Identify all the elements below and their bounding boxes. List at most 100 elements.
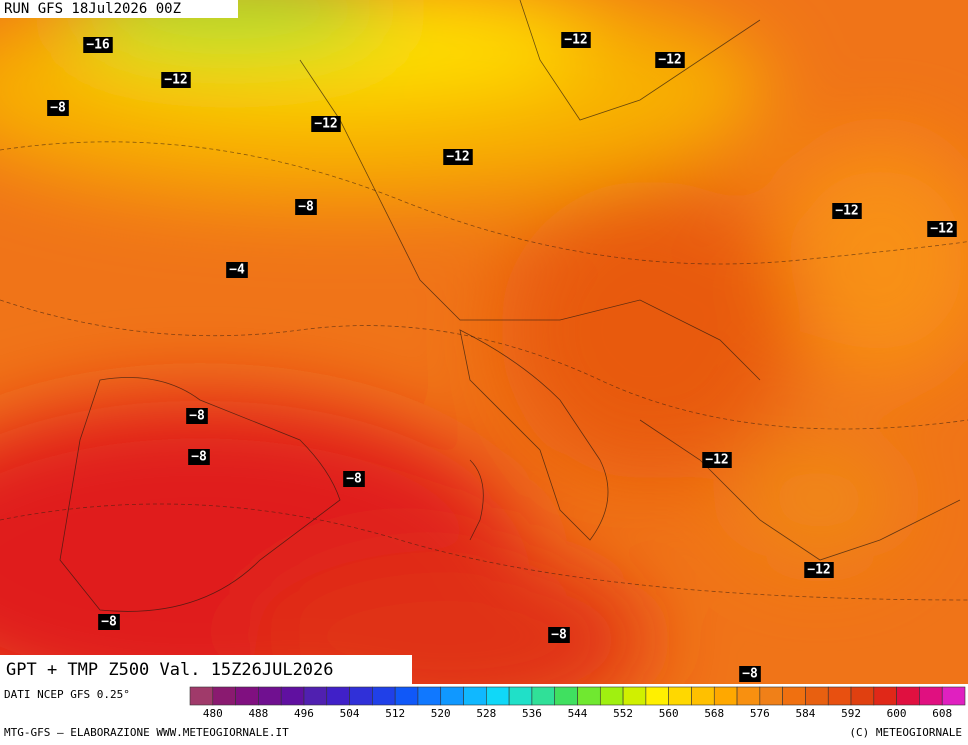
contour-label-box	[832, 203, 862, 219]
contour-label: −12	[164, 73, 187, 88]
colorbar-swatch	[577, 686, 601, 706]
colorbar-swatch	[235, 686, 259, 706]
colorbar-swatch	[440, 686, 464, 706]
colorbar-swatch	[417, 686, 442, 706]
coastlines	[59, 0, 961, 612]
colorbar-swatch	[212, 686, 236, 706]
colorbar-swatch	[280, 686, 305, 706]
colorbar-swatch	[941, 686, 966, 706]
colorbar-tick-label: 608	[932, 707, 952, 720]
isotherms	[0, 141, 968, 601]
colorbar-tick-label: 600	[887, 707, 907, 720]
contour-label: −8	[551, 628, 567, 643]
colorbar-swatch	[873, 686, 897, 706]
contour-label-box	[443, 149, 473, 165]
colorbar-swatch	[668, 686, 692, 706]
colorbar-swatch	[486, 686, 510, 706]
contour-label-box	[98, 614, 120, 630]
contour-label: −12	[314, 117, 337, 132]
contour-label: −8	[346, 472, 362, 487]
colorbar-tick-label: 568	[704, 707, 724, 720]
contour-label-box	[47, 100, 69, 116]
contour-label-box	[702, 452, 732, 468]
colorbar-tick-label: 488	[248, 707, 268, 720]
contour-label: −8	[191, 450, 207, 465]
colorbar-swatch	[645, 686, 669, 706]
contour-label-box	[226, 262, 248, 278]
contour-label-box	[83, 37, 113, 53]
contour-label: −8	[298, 200, 314, 215]
colorbar-tick-label: 528	[476, 707, 496, 720]
colorbar-swatch	[759, 686, 783, 706]
colorbar-tick-label: 552	[613, 707, 633, 720]
map-title: GPT + TMP Z500 Val. 15Z26JUL2026	[6, 660, 334, 680]
contour-label: −12	[446, 150, 469, 165]
contour-label: −8	[50, 101, 66, 116]
contour-label-box	[655, 52, 685, 68]
contour-label-box	[561, 32, 591, 48]
colorbar-swatch	[531, 686, 556, 706]
colorbar-swatch	[827, 686, 852, 706]
contour-label-box	[186, 408, 208, 424]
footer-left: MTG-GFS – ELABORAZIONE WWW.METEOGIORNALE…	[4, 726, 289, 739]
contour-label: −8	[742, 667, 758, 682]
colorbar-swatch	[554, 686, 578, 706]
colorbar-swatch	[349, 686, 373, 706]
contour-label: −8	[101, 615, 117, 630]
colorbar-tick-label: 576	[750, 707, 770, 720]
source-label: DATI NCEP GFS 0.25°	[4, 688, 130, 701]
colorbar-tick-label: 520	[431, 707, 451, 720]
colorbar-tick-label: 504	[340, 707, 360, 720]
contour-label-box	[548, 627, 570, 643]
colorbar-tick-label: 480	[203, 707, 223, 720]
map-field	[0, 0, 968, 684]
colorbar-tick-label: 592	[841, 707, 861, 720]
contour-label-box	[188, 449, 210, 465]
colorbar-swatch	[850, 686, 875, 706]
colorbar-swatch	[303, 686, 328, 706]
run-label: RUN GFS 18Jul2026 00Z	[4, 1, 181, 17]
colorbar-swatch	[599, 686, 624, 706]
contour-label-box	[804, 562, 834, 578]
colorbar-tick-label: 536	[522, 707, 542, 720]
colorbar-swatch	[919, 686, 943, 706]
colorbar-tick-label: 584	[796, 707, 816, 720]
colorbar-swatch	[258, 686, 282, 706]
contour-label-box	[161, 72, 191, 88]
colorbar-swatch	[189, 686, 214, 706]
colorbar-tick-label: 496	[294, 707, 314, 720]
contour-label-box	[311, 116, 341, 132]
contour-label-box	[927, 221, 957, 237]
colorbar-swatch	[736, 686, 761, 706]
contour-label: −8	[189, 409, 205, 424]
colorbar-swatch	[394, 686, 419, 706]
contour-label: −12	[658, 53, 681, 68]
contour-label: −16	[86, 38, 110, 53]
colorbar-swatch	[372, 686, 396, 706]
colorbar-swatch	[782, 686, 806, 706]
contour-label: −12	[564, 33, 587, 48]
footer-right: (C) METEOGIORNALE	[849, 726, 962, 739]
colorbar-swatch	[896, 686, 920, 706]
colorbar-tick-label: 560	[659, 707, 679, 720]
colorbar-swatch	[805, 686, 829, 706]
colorbar-tick-label: 512	[385, 707, 405, 720]
contour-label: −12	[705, 453, 728, 468]
contour-label-box	[739, 666, 761, 682]
colorbar-tick-label: 544	[568, 707, 588, 720]
contour-label-box	[343, 471, 365, 487]
colorbar-swatch	[326, 686, 350, 706]
colorbar-swatch	[691, 686, 715, 706]
contour-label: −12	[807, 563, 830, 578]
contour-label: −4	[229, 263, 245, 278]
contour-label-box	[295, 199, 317, 215]
contour-label: −12	[835, 204, 858, 219]
colorbar-swatch	[508, 686, 533, 706]
contour-label: −12	[930, 222, 953, 237]
colorbar-swatch	[713, 686, 738, 706]
run-box	[0, 0, 238, 18]
title-box	[0, 655, 412, 684]
colorbar-swatch	[463, 686, 487, 706]
